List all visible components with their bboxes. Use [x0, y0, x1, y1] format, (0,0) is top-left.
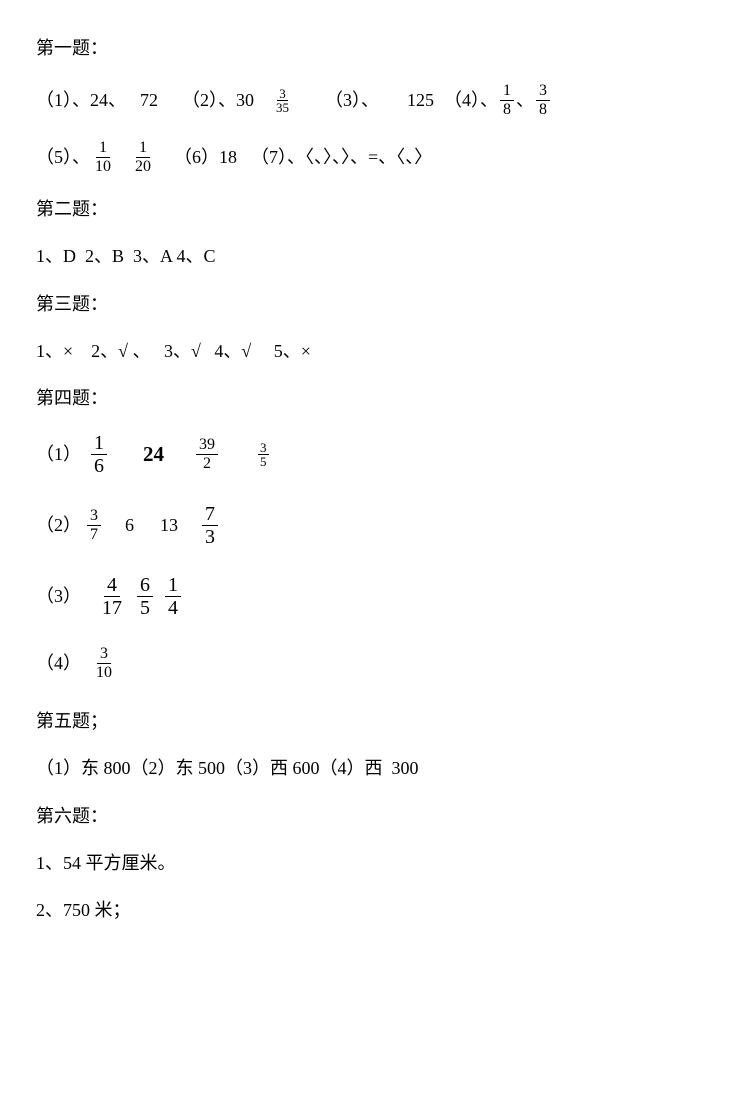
q4-r1-v1: 24	[143, 440, 164, 469]
q2-heading: 第二题：	[36, 197, 704, 222]
q1-l1-p3: （2）、30	[182, 88, 254, 113]
q6-a1: 1、54 平方厘米。	[36, 851, 176, 876]
q5-answers: （1）东 800（2）东 500（3）西 600（4）西 300	[36, 756, 419, 781]
frac-num: 3	[87, 508, 101, 526]
frac-num: 3	[258, 441, 269, 455]
frac-num: 3	[536, 83, 550, 101]
frac-den: 5	[137, 597, 153, 618]
frac-den: 35	[274, 101, 291, 114]
q4-r1-lbl: （1）	[36, 442, 81, 467]
frac-num: 39	[196, 437, 218, 455]
q1-line1: （1）、24、 72 （2）、30 3 35 （3）、 125 （4）、 1 8…	[36, 83, 704, 118]
q6-line1: 1、54 平方厘米。	[36, 851, 704, 876]
q4-r1-f3: 3 5	[258, 441, 269, 468]
q4-r2-v1: 6	[125, 513, 134, 538]
q1-heading: 第一题：	[36, 36, 704, 61]
frac-den: 8	[500, 101, 514, 118]
q4-r4-f1: 3 10	[93, 646, 115, 681]
q4-r2-v2: 13	[160, 513, 178, 538]
frac-den: 17	[99, 597, 125, 618]
q1-l2-p2: （6）18	[174, 145, 237, 170]
q4-r3-f2: 6 5	[137, 575, 153, 618]
q4-row2: （2） 3 7 6 13 7 3	[36, 504, 704, 547]
q1-line2: （5）、 1 10 1 20 （6）18 （7）、〈、〉、〉、=、〈、〉	[36, 140, 704, 175]
q4-r2-f2: 7 3	[202, 504, 218, 547]
q4-r3-lbl: （3）	[36, 584, 81, 609]
frac-den: 8	[536, 101, 550, 118]
q1-l1-p2: 72	[140, 88, 158, 113]
frac-den: 6	[91, 455, 107, 476]
q5-heading: 第五题；	[36, 709, 704, 734]
frac-den: 2	[200, 455, 214, 472]
frac-den: 3	[202, 526, 218, 547]
q1-l1-p7: 、	[516, 88, 534, 113]
frac-num: 3	[277, 87, 288, 101]
q6-heading: 第六题：	[36, 804, 704, 829]
q4-row1: （1） 1 6 24 39 2 3 5	[36, 433, 704, 476]
frac-num: 7	[202, 504, 218, 526]
q1-l1-p5: 125	[407, 88, 434, 113]
q5-line: （1）东 800（2）东 500（3）西 600（4）西 300	[36, 756, 704, 781]
q1-l1-p4: （3）、	[325, 88, 379, 113]
q4-r2-f1: 3 7	[87, 508, 101, 543]
q3-line: 1、× 2、√ 、 3、√ 4、√ 5、×	[36, 339, 704, 364]
q3-heading: 第三题：	[36, 292, 704, 317]
frac-den: 10	[93, 664, 115, 681]
q4-r4-lbl: （4）	[36, 651, 81, 676]
q3-answers: 1、× 2、√ 、 3、√ 4、√ 5、×	[36, 339, 311, 364]
frac-num: 1	[165, 575, 181, 597]
q2-answers: 1、D 2、B 3、A 4、C	[36, 244, 216, 269]
q1-l1-p6: （4）、	[444, 88, 498, 113]
q1-l2-p1: （5）、	[36, 145, 90, 170]
q1-l1-frac2: 1 8	[500, 83, 514, 118]
frac-num: 6	[137, 575, 153, 597]
q4-r1-f1: 1 6	[91, 433, 107, 476]
q4-r2-lbl: （2）	[36, 513, 81, 538]
frac-den: 5	[258, 455, 269, 468]
q1-l1-frac3: 3 8	[536, 83, 550, 118]
frac-num: 4	[104, 575, 120, 597]
q4-row4: （4） 3 10	[36, 646, 704, 681]
q4-r3-f1: 4 17	[99, 575, 125, 618]
q4-r1-f2: 39 2	[196, 437, 218, 472]
q1-l2-frac1: 1 10	[92, 140, 114, 175]
frac-num: 1	[91, 433, 107, 455]
q2-line: 1、D 2、B 3、A 4、C	[36, 244, 704, 269]
frac-den: 4	[165, 597, 181, 618]
q1-l2-p3: （7）、〈、〉、〉、=、〈、〉	[251, 145, 432, 170]
frac-num: 1	[96, 140, 110, 158]
q4-row3: （3） 4 17 6 5 1 4	[36, 575, 704, 618]
q6-a2: 2、750 米；	[36, 898, 131, 923]
q4-r3-f3: 1 4	[165, 575, 181, 618]
frac-num: 1	[500, 83, 514, 101]
frac-num: 3	[97, 646, 111, 664]
q1-l2-frac2: 1 20	[132, 140, 154, 175]
frac-den: 20	[132, 158, 154, 175]
frac-den: 7	[87, 526, 101, 543]
frac-num: 1	[136, 140, 150, 158]
frac-den: 10	[92, 158, 114, 175]
q1-l1-frac1: 3 35	[274, 87, 291, 114]
q6-line2: 2、750 米；	[36, 898, 704, 923]
q4-heading: 第四题：	[36, 386, 704, 411]
q1-l1-p1: （1）、24、	[36, 88, 126, 113]
